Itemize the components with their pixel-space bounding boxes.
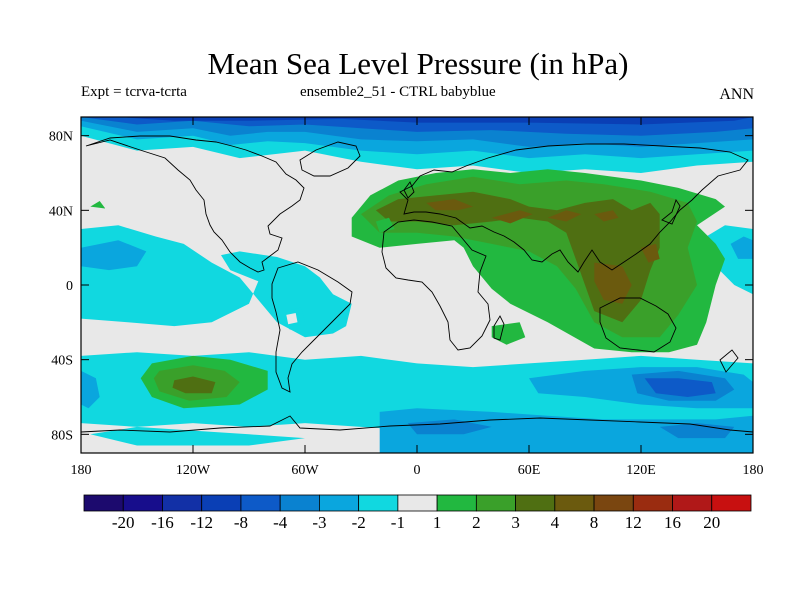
colorbar-label-14: 16 <box>664 513 681 532</box>
season-label: ANN <box>719 86 754 103</box>
colorbar-swatch-4 <box>240 494 281 512</box>
colorbar-swatch-14 <box>632 494 673 512</box>
pressure-region-31 <box>594 210 619 222</box>
colorbar-label-0: -20 <box>112 513 135 532</box>
pressure-region-15 <box>379 408 753 453</box>
coastline-japan <box>661 198 681 225</box>
x-tick-label-3: 0 <box>414 463 421 478</box>
colorbar-swatch-8 <box>397 494 438 512</box>
pressure-region-6 <box>81 225 352 338</box>
colorbar-swatch-6 <box>319 494 360 512</box>
coastline-antarctica <box>81 415 753 433</box>
y-tick-label-3: 40S <box>51 354 73 369</box>
x-tick-label-2: 60W <box>291 463 319 478</box>
pressure-field-layer <box>81 117 753 453</box>
colorbar-label-3: -8 <box>234 513 248 532</box>
ensemble-label: ensemble2_51 - CTRL babyblue <box>300 84 496 100</box>
colorbar-label-13: 12 <box>625 513 642 532</box>
pressure-region-16 <box>407 419 492 435</box>
pressure-region-28 <box>426 199 473 211</box>
colorbar-swatch-1 <box>122 494 163 512</box>
colorbar-label-10: 3 <box>511 513 520 532</box>
coastline-madagascar <box>493 315 505 341</box>
colorbar-swatch-13 <box>593 494 634 512</box>
pressure-region-5 <box>118 117 753 125</box>
colorbar-label-4: -4 <box>273 513 288 532</box>
coastline-australia <box>599 297 677 353</box>
colorbar-label-12: 8 <box>590 513 599 532</box>
colorbar-label-6: -2 <box>352 513 366 532</box>
colorbar-label-9: 2 <box>472 513 481 532</box>
colorbar-label-2: -12 <box>190 513 213 532</box>
coastline-eurasia <box>399 143 749 273</box>
pressure-region-27 <box>375 191 660 323</box>
pressure-region-32 <box>594 262 632 304</box>
pressure-region-37 <box>286 313 298 325</box>
colorbar-swatch-12 <box>554 494 595 512</box>
map-title: Mean Sea Level Pressure (in hPa) <box>207 46 629 81</box>
y-tick-label-2: 0 <box>66 279 73 294</box>
colorbar-swatch-7 <box>358 494 399 512</box>
map-axes: 180 120W 60W 0 60E 120E 180 80N 40N 0 40S 80S <box>49 117 764 478</box>
colorbar-swatch-5 <box>279 494 320 512</box>
colorbar-swatch-15 <box>672 494 713 512</box>
coastline-north-america <box>85 135 305 273</box>
pressure-region-24 <box>90 201 106 209</box>
pressure-region-19 <box>81 441 119 453</box>
pressure-region-29 <box>491 210 533 224</box>
colorbar-swatch-2 <box>162 494 203 512</box>
x-tick-label-1: 120W <box>176 463 211 478</box>
pressure-region-9 <box>730 236 753 259</box>
pressure-region-7 <box>81 240 147 271</box>
pressure-region-17 <box>659 423 735 439</box>
x-tick-label-5: 120E <box>626 463 656 478</box>
colorbar-label-15: 20 <box>703 513 720 532</box>
coastline-british-isles <box>403 181 415 199</box>
y-tick-label-0: 80N <box>49 130 73 145</box>
colorbar-swatch-10 <box>475 494 516 512</box>
colorbar: -20 -16 -12 -8 -4 -3 -2 -1 1 2 3 4 8 12 16 20 <box>83 494 752 532</box>
colorbar-swatch-3 <box>201 494 242 512</box>
coastline-layer <box>81 135 753 433</box>
pressure-region-23 <box>172 376 216 394</box>
colorbar-label-5: -3 <box>312 513 326 532</box>
pressure-region-14 <box>644 378 716 397</box>
x-tick-label-0: 180 <box>71 463 92 478</box>
x-tick-label-6: 180 <box>743 463 764 478</box>
coastline-africa <box>381 219 491 351</box>
colorbar-swatch-9 <box>436 494 477 512</box>
x-tick-label-4: 60E <box>518 463 541 478</box>
pressure-region-33 <box>641 243 660 263</box>
coastline-greenland <box>299 141 361 177</box>
pressure-region-11 <box>81 370 100 409</box>
colorbar-label-8: 1 <box>433 513 442 532</box>
colorbar-swatch-16 <box>711 494 752 512</box>
colorbar-swatch-11 <box>515 494 556 512</box>
coastline-south-america <box>271 261 353 393</box>
colorbar-label-7: -1 <box>391 513 405 532</box>
colorbar-label-1: -16 <box>151 513 174 532</box>
pressure-region-20 <box>90 426 305 446</box>
colorbar-label-11: 4 <box>551 513 560 532</box>
pressure-region-30 <box>547 210 582 222</box>
experiment-label: Expt = tcrva-tcrta <box>81 84 187 100</box>
y-tick-label-4: 80S <box>51 428 73 443</box>
coastline-new-zealand <box>719 349 739 373</box>
y-tick-label-1: 40N <box>49 204 73 219</box>
pressure-region-35 <box>375 217 395 233</box>
colorbar-swatch-0 <box>83 494 124 512</box>
